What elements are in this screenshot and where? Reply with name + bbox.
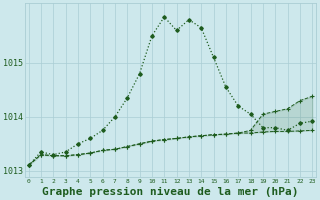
X-axis label: Graphe pression niveau de la mer (hPa): Graphe pression niveau de la mer (hPa) [42, 186, 299, 197]
